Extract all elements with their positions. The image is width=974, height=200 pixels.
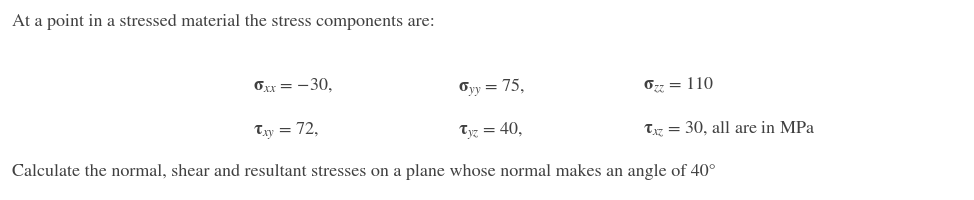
Text: $\mathbf{\tau}_{xy}$ = 72,: $\mathbf{\tau}_{xy}$ = 72, <box>253 120 319 142</box>
Text: $\mathbf{\sigma}_{yy}$ = 75,: $\mathbf{\sigma}_{yy}$ = 75, <box>458 76 525 99</box>
Text: $\mathbf{\tau}_{xz}$ = 30, all are in MPa: $\mathbf{\tau}_{xz}$ = 30, all are in MP… <box>643 120 815 140</box>
Text: At a point in a stressed material the stress components are:: At a point in a stressed material the st… <box>12 14 434 30</box>
Text: $\mathbf{\sigma}_{xx}$ = −30,: $\mathbf{\sigma}_{xx}$ = −30, <box>253 76 333 94</box>
Text: $\mathbf{\tau}_{yz}$ = 40,: $\mathbf{\tau}_{yz}$ = 40, <box>458 120 523 142</box>
Text: Calculate the normal, shear and resultant stresses on a plane whose normal makes: Calculate the normal, shear and resultan… <box>12 164 716 180</box>
Text: $\mathbf{\sigma}_{zz}$ = 110: $\mathbf{\sigma}_{zz}$ = 110 <box>643 76 714 96</box>
